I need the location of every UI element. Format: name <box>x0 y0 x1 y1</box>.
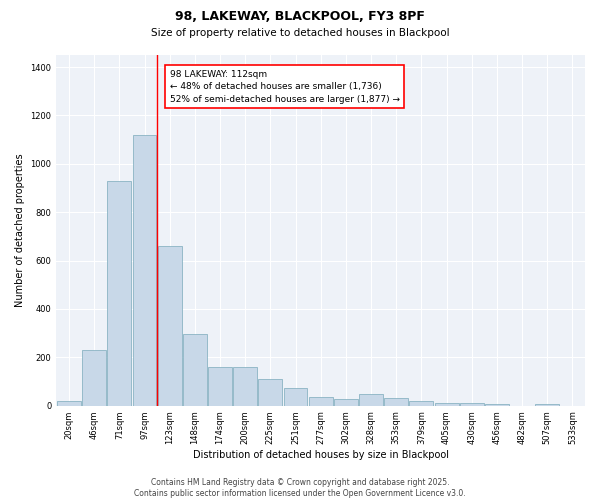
Bar <box>309 397 332 406</box>
Bar <box>259 379 283 406</box>
X-axis label: Distribution of detached houses by size in Blackpool: Distribution of detached houses by size … <box>193 450 449 460</box>
Text: 98, LAKEWAY, BLACKPOOL, FY3 8PF: 98, LAKEWAY, BLACKPOOL, FY3 8PF <box>175 10 425 23</box>
Bar <box>434 404 458 406</box>
Bar <box>284 388 307 406</box>
Bar <box>133 135 157 406</box>
Bar <box>384 398 408 406</box>
Bar <box>82 350 106 406</box>
Bar <box>158 246 182 406</box>
Bar <box>334 399 358 406</box>
Bar <box>57 401 81 406</box>
Bar <box>535 404 559 406</box>
Bar <box>460 404 484 406</box>
Bar <box>183 334 207 406</box>
Bar <box>359 394 383 406</box>
Bar <box>409 402 433 406</box>
Bar <box>107 181 131 406</box>
Bar <box>208 367 232 406</box>
Bar <box>233 367 257 406</box>
Text: Size of property relative to detached houses in Blackpool: Size of property relative to detached ho… <box>151 28 449 38</box>
Y-axis label: Number of detached properties: Number of detached properties <box>15 154 25 307</box>
Text: Contains HM Land Registry data © Crown copyright and database right 2025.
Contai: Contains HM Land Registry data © Crown c… <box>134 478 466 498</box>
Text: 98 LAKEWAY: 112sqm
← 48% of detached houses are smaller (1,736)
52% of semi-deta: 98 LAKEWAY: 112sqm ← 48% of detached hou… <box>170 70 400 103</box>
Bar <box>485 404 509 406</box>
